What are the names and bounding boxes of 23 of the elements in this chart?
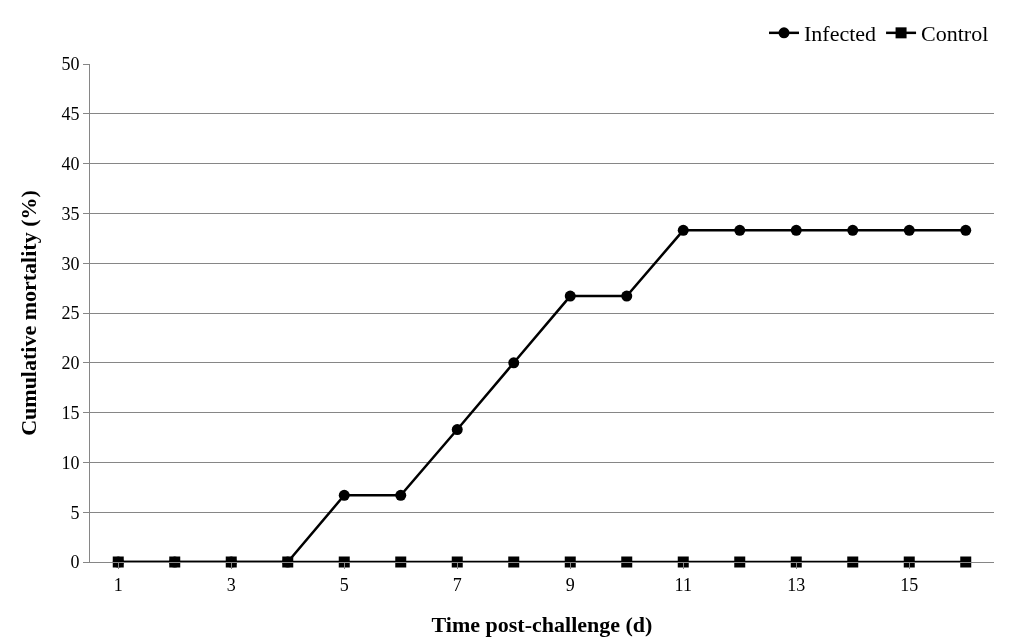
x-tick-label: 7 — [452, 574, 462, 595]
x-tick-label: 9 — [565, 574, 575, 595]
y-tick-label: 20 — [61, 353, 80, 374]
y-axis-title: Cumulative mortality (%) — [16, 190, 41, 436]
legend-label: Infected — [804, 21, 877, 47]
y-tick-label: 10 — [61, 452, 80, 473]
y-tick-label: 45 — [61, 104, 80, 125]
y-tick-label: 0 — [70, 552, 80, 573]
x-tick-label: 1 — [113, 574, 123, 595]
x-tick-label: 13 — [787, 574, 806, 595]
x-tick-label: 15 — [900, 574, 919, 595]
legend-label: Control — [921, 21, 989, 47]
x-tick-label: 5 — [339, 574, 349, 595]
y-tick-label: 30 — [61, 253, 80, 274]
x-axis-title: Time post-challenge (d) — [431, 612, 653, 637]
y-tick-label: 15 — [61, 402, 80, 423]
x-tick-label: 3 — [226, 574, 236, 595]
y-tick-label: 5 — [70, 502, 80, 523]
y-tick-label: 40 — [61, 153, 80, 174]
x-tick-label: 11 — [674, 574, 692, 595]
y-tick-label: 25 — [61, 303, 80, 324]
y-tick-label: 50 — [61, 54, 80, 75]
y-tick-label: 35 — [61, 203, 80, 224]
